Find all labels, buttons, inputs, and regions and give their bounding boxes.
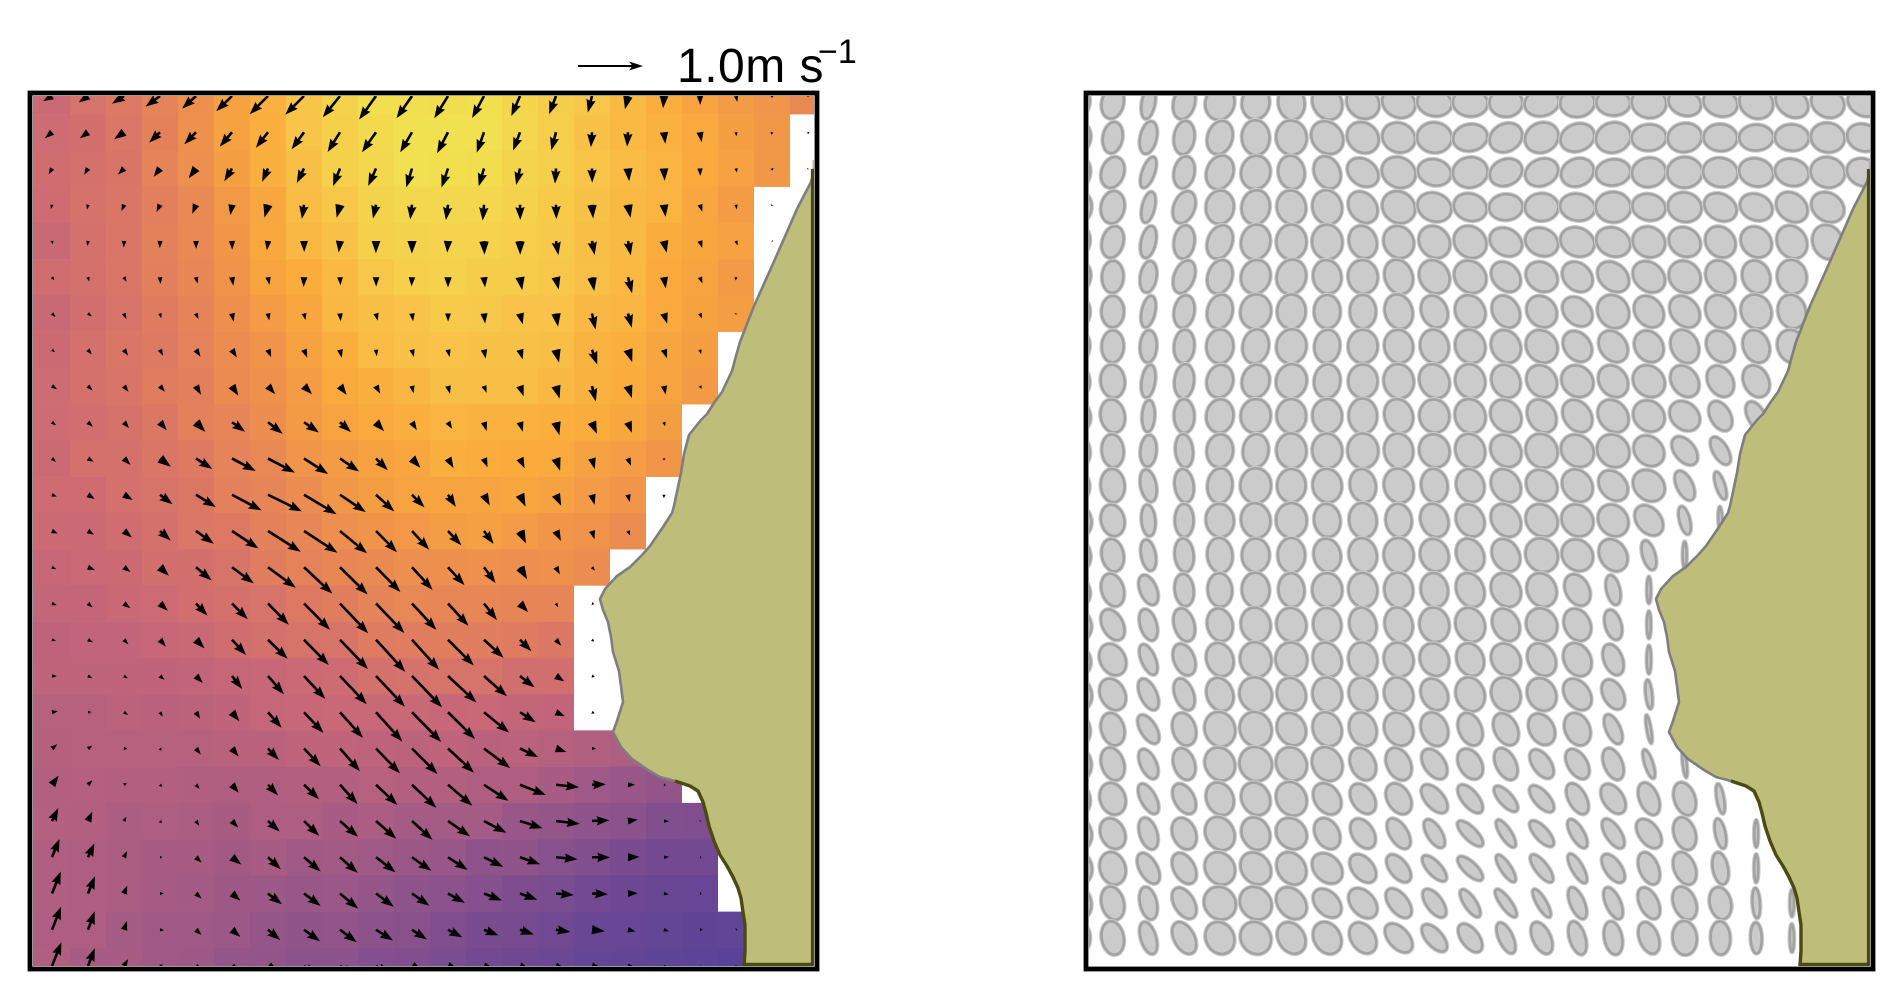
svg-text:1.0m s: 1.0m s xyxy=(677,40,824,93)
svg-text:−1: −1 xyxy=(818,33,857,71)
